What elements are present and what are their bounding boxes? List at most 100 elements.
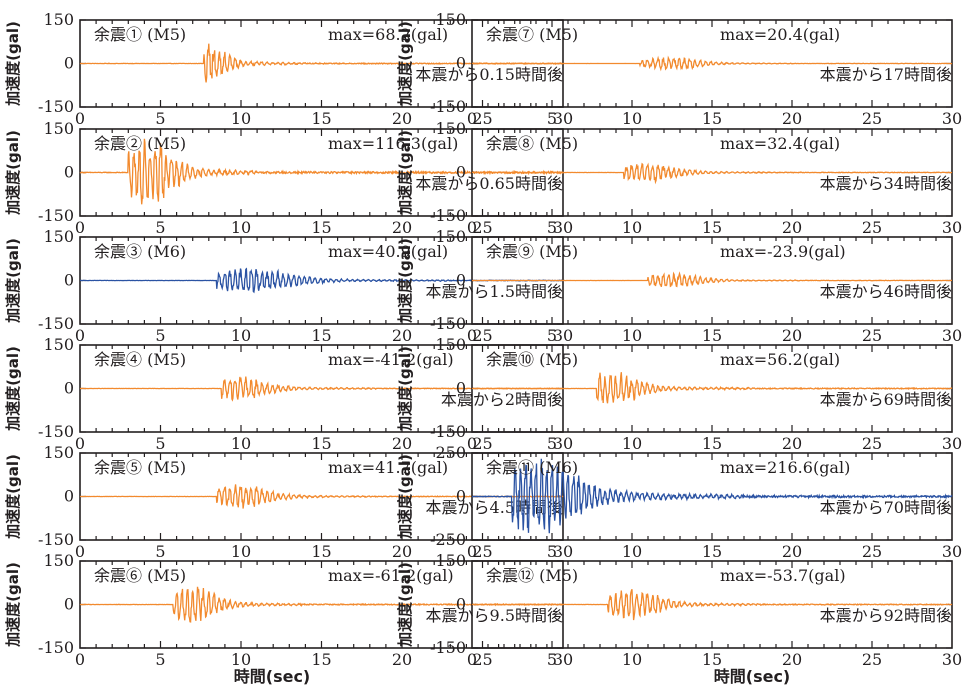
x-tick-label: 15 xyxy=(311,650,331,669)
x-tick-label: 25 xyxy=(472,542,492,561)
x-tick-label: 10 xyxy=(231,218,251,237)
y-tick-label: 0 xyxy=(64,487,74,506)
x-tick-label: 10 xyxy=(231,109,251,128)
x-tick-label: 30 xyxy=(553,434,573,453)
y-tick-label: 0 xyxy=(64,163,74,182)
x-tick-label: 5 xyxy=(547,218,557,237)
x-tick-label: 15 xyxy=(311,326,331,345)
x-tick-label: 10 xyxy=(622,326,642,345)
x-tick-label: 5 xyxy=(155,326,165,345)
waveform-series xyxy=(471,372,953,404)
time-after-mainshock-label: 本震から70時間後 xyxy=(820,498,952,517)
x-tick-label: 0 xyxy=(75,218,85,237)
x-tick-label: 5 xyxy=(547,542,557,561)
y-tick-label: 0 xyxy=(64,595,74,614)
panel-title: 余震⑨ (M5) xyxy=(486,242,578,261)
x-tick-label: 20 xyxy=(782,434,802,453)
panel-title: 余震④ (M5) xyxy=(94,350,186,369)
x-axis-label-left: 時間(sec) xyxy=(234,667,311,686)
x-tick-label: 5 xyxy=(547,326,557,345)
x-tick-label: 5 xyxy=(547,650,557,669)
x-tick-label: 25 xyxy=(862,109,882,128)
waveform-series xyxy=(471,55,953,72)
y-tick-label: 150 xyxy=(435,10,466,29)
x-tick-label: 20 xyxy=(392,109,412,128)
time-after-mainshock-label: 本震から0.65時間後 xyxy=(415,174,563,193)
max-label: max=32.4(gal) xyxy=(720,134,840,153)
x-tick-label: 20 xyxy=(782,109,802,128)
x-tick-label: 0 xyxy=(75,326,85,345)
y-tick-label: 150 xyxy=(435,119,466,138)
x-tick-label: 10 xyxy=(622,434,642,453)
x-tick-label: 5 xyxy=(547,434,557,453)
x-tick-label: 10 xyxy=(622,109,642,128)
x-tick-label: 5 xyxy=(547,109,557,128)
x-tick-label: 25 xyxy=(472,434,492,453)
time-after-mainshock-label: 本震から69時間後 xyxy=(820,390,952,409)
x-tick-label: 15 xyxy=(311,109,331,128)
y-tick-label: 0 xyxy=(456,271,466,290)
waveform-series xyxy=(471,271,952,288)
max-label: max=116.3(gal) xyxy=(328,134,458,153)
x-tick-label: 0 xyxy=(75,650,85,669)
x-tick-label: 20 xyxy=(392,326,412,345)
x-tick-label: 10 xyxy=(622,542,642,561)
y-axis-label: 加速度(gal) xyxy=(396,454,414,540)
panel-title: 余震⑪ (M6) xyxy=(486,458,578,477)
x-tick-label: 10 xyxy=(231,434,251,453)
x-tick-label: 20 xyxy=(392,650,412,669)
x-tick-label: 5 xyxy=(155,109,165,128)
panel-title: 余震⑩ (M5) xyxy=(486,350,578,369)
y-tick-label: 150 xyxy=(43,227,74,246)
y-tick-label: 150 xyxy=(435,227,466,246)
y-tick-label: -150 xyxy=(430,97,466,116)
max-label: max=20.4(gal) xyxy=(720,25,840,44)
x-tick-label: 15 xyxy=(702,109,722,128)
x-tick-label: 15 xyxy=(311,434,331,453)
x-tick-label: 20 xyxy=(782,218,802,237)
x-tick-label: 30 xyxy=(942,650,962,669)
x-tick-label: 30 xyxy=(553,542,573,561)
max-label: max=-53.7(gal) xyxy=(720,566,846,585)
y-axis-label: 加速度(gal) xyxy=(4,454,22,540)
y-tick-label: 0 xyxy=(64,54,74,73)
time-after-mainshock-label: 本震から34時間後 xyxy=(820,174,952,193)
y-axis-label: 加速度(gal) xyxy=(4,346,22,432)
y-tick-label: -150 xyxy=(430,422,466,441)
max-label: max=-61.2(gal) xyxy=(328,566,454,585)
x-tick-label: 0 xyxy=(467,326,477,345)
x-tick-label: 25 xyxy=(862,542,882,561)
panel-title: 余震⑫ (M5) xyxy=(486,566,578,585)
x-tick-label: 25 xyxy=(862,650,882,669)
x-tick-label: 15 xyxy=(702,434,722,453)
panel-title: 余震⑥ (M5) xyxy=(94,566,186,585)
waveform-series xyxy=(471,458,953,534)
y-axis-label: 加速度(gal) xyxy=(396,21,414,107)
y-tick-label: -150 xyxy=(430,638,466,657)
x-tick-label: 5 xyxy=(155,218,165,237)
x-tick-label: 10 xyxy=(622,218,642,237)
x-tick-label: 0 xyxy=(467,109,477,128)
time-after-mainshock-label: 本震から0.15時間後 xyxy=(415,65,563,84)
x-tick-label: 20 xyxy=(392,542,412,561)
x-tick-label: 25 xyxy=(862,434,882,453)
y-tick-label: 150 xyxy=(43,443,74,462)
y-tick-label: -150 xyxy=(38,530,74,549)
y-tick-label: 150 xyxy=(43,335,74,354)
y-tick-label: 0 xyxy=(456,54,466,73)
y-tick-label: 250 xyxy=(435,443,466,462)
y-axis-label: 加速度(gal) xyxy=(396,130,414,216)
y-axis-label: 加速度(gal) xyxy=(396,562,414,648)
y-axis-label: 加速度(gal) xyxy=(4,238,22,324)
x-tick-label: 30 xyxy=(942,542,962,561)
y-tick-label: 150 xyxy=(435,335,466,354)
panel-title: 余震⑧ (M5) xyxy=(486,134,578,153)
y-tick-label: -150 xyxy=(38,422,74,441)
